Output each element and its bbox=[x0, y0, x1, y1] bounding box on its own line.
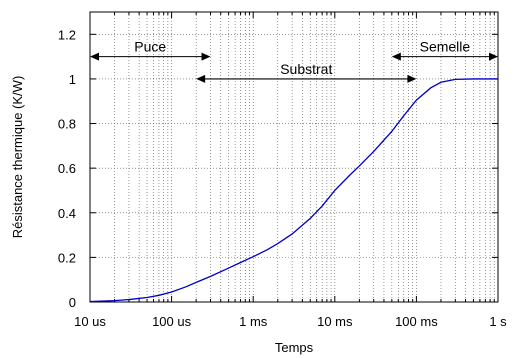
y-tick-label: 1.2 bbox=[58, 27, 76, 42]
series-line bbox=[89, 78, 498, 303]
x-tick-label: 1 ms bbox=[239, 314, 268, 329]
x-tick-label: 10 ms bbox=[317, 314, 353, 329]
y-axis-label: Résistance thermique (K/W) bbox=[10, 76, 25, 239]
plot-frame bbox=[89, 11, 499, 303]
x-tick-label: 10 us bbox=[74, 314, 106, 329]
arrowhead-left bbox=[196, 74, 206, 83]
x-tick-label: 100 us bbox=[152, 314, 192, 329]
y-tick-label: 1 bbox=[69, 72, 76, 87]
y-tick-label: 0.6 bbox=[58, 161, 76, 176]
annotation-label: Puce bbox=[134, 39, 166, 55]
y-tick-label: 0.8 bbox=[58, 117, 76, 132]
y-tick-label: 0.2 bbox=[58, 250, 76, 265]
y-tick-label: 0 bbox=[69, 295, 76, 310]
annotation-label: Semelle bbox=[420, 39, 471, 55]
x-tick-label: 100 ms bbox=[395, 314, 438, 329]
arrowhead-left bbox=[90, 52, 99, 61]
axis-ticks bbox=[89, 12, 499, 303]
arrowhead-right bbox=[489, 52, 498, 61]
arrowhead-right bbox=[201, 52, 211, 61]
x-tick-label: 1 s bbox=[489, 314, 507, 329]
x-axis-label: Temps bbox=[275, 340, 314, 355]
arrowhead-right bbox=[407, 74, 417, 83]
series-layer bbox=[89, 78, 498, 303]
tick-labels: 10 us 100 us 1 ms 10 ms 100 ms 1 s 0 0.2 0.4 0.6 0… bbox=[58, 27, 507, 329]
annotations: Puce Substrat Semelle bbox=[90, 39, 498, 83]
y-tick-label: 0.4 bbox=[58, 206, 76, 221]
arrowhead-left bbox=[391, 52, 401, 61]
grid bbox=[90, 12, 498, 302]
annotation-label: Substrat bbox=[280, 61, 332, 77]
